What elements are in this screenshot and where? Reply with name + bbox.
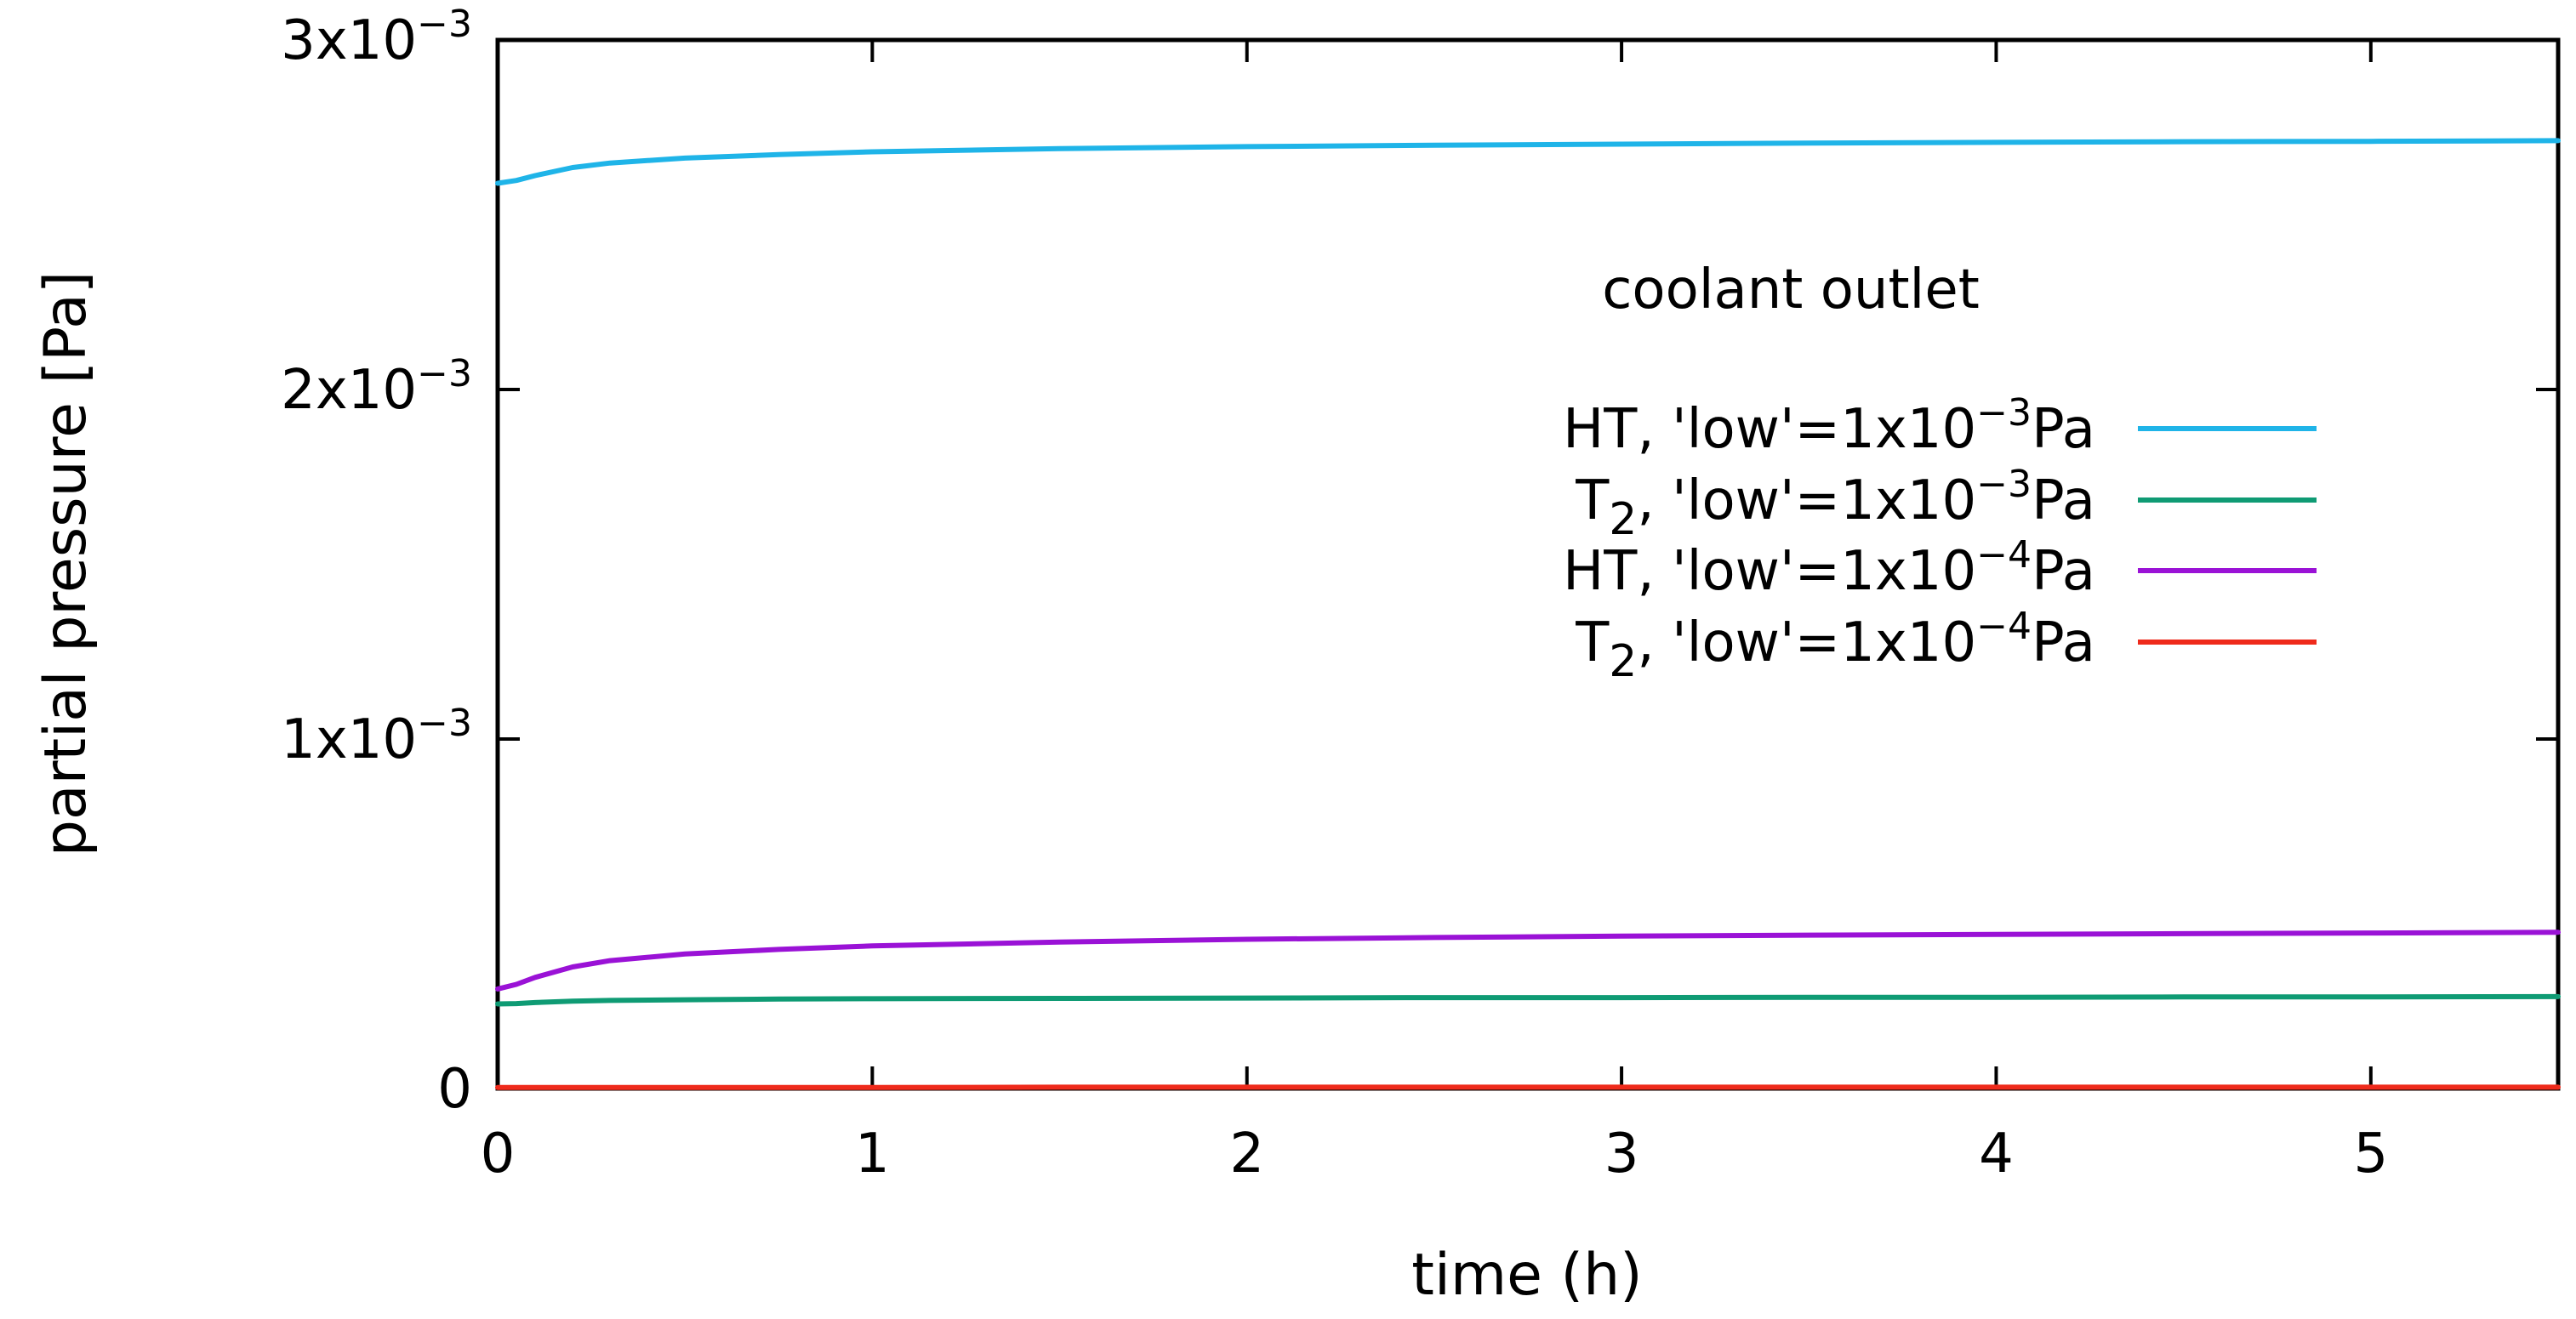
x-tick-label: 5 [2353,1123,2388,1185]
x-tick-label: 2 [1229,1123,1264,1185]
x-tick-label: 3 [1604,1123,1639,1185]
series-lines [495,138,2561,1090]
legend-label: T2, 'low'=1x10−4Pa [1575,605,2095,687]
legend-label: HT, 'low'=1x10−3Pa [1563,391,2095,461]
y-axis-label: partial pressure [Pa] [32,271,100,857]
series-line-3 [495,930,2561,992]
y-tick-labels: 0 1x10−3 2x10−3 3x10−3 [281,3,472,1121]
x-tick-label: 4 [1979,1123,2014,1185]
y-tick-label: 1x10−3 [281,702,472,771]
annotation-coolant-outlet: coolant outlet [1602,259,1980,321]
y-tick-label: 0 [437,1058,472,1121]
x-tick-label: 0 [481,1123,516,1185]
legend-item: T2, 'low'=1x10−3Pa [1575,463,2317,545]
x-axis-label: time (h) [1411,1242,1642,1309]
legend-item: HT, 'low'=1x10−4Pa [1563,533,2317,603]
x-tick-labels: 0 1 2 3 4 5 [481,1123,2389,1185]
legend-item: T2, 'low'=1x10−4Pa [1575,605,2317,687]
legend-label: HT, 'low'=1x10−4Pa [1563,533,2095,603]
y-tick-label: 3x10−3 [281,3,472,72]
legend-label: T2, 'low'=1x10−3Pa [1575,463,2095,545]
x-tick-label: 1 [855,1123,890,1185]
series-line-1 [495,138,2561,186]
legend-item: HT, 'low'=1x10−3Pa [1563,391,2317,461]
series-line-2 [495,993,2561,1007]
y-tick-label: 2x10−3 [281,352,472,422]
